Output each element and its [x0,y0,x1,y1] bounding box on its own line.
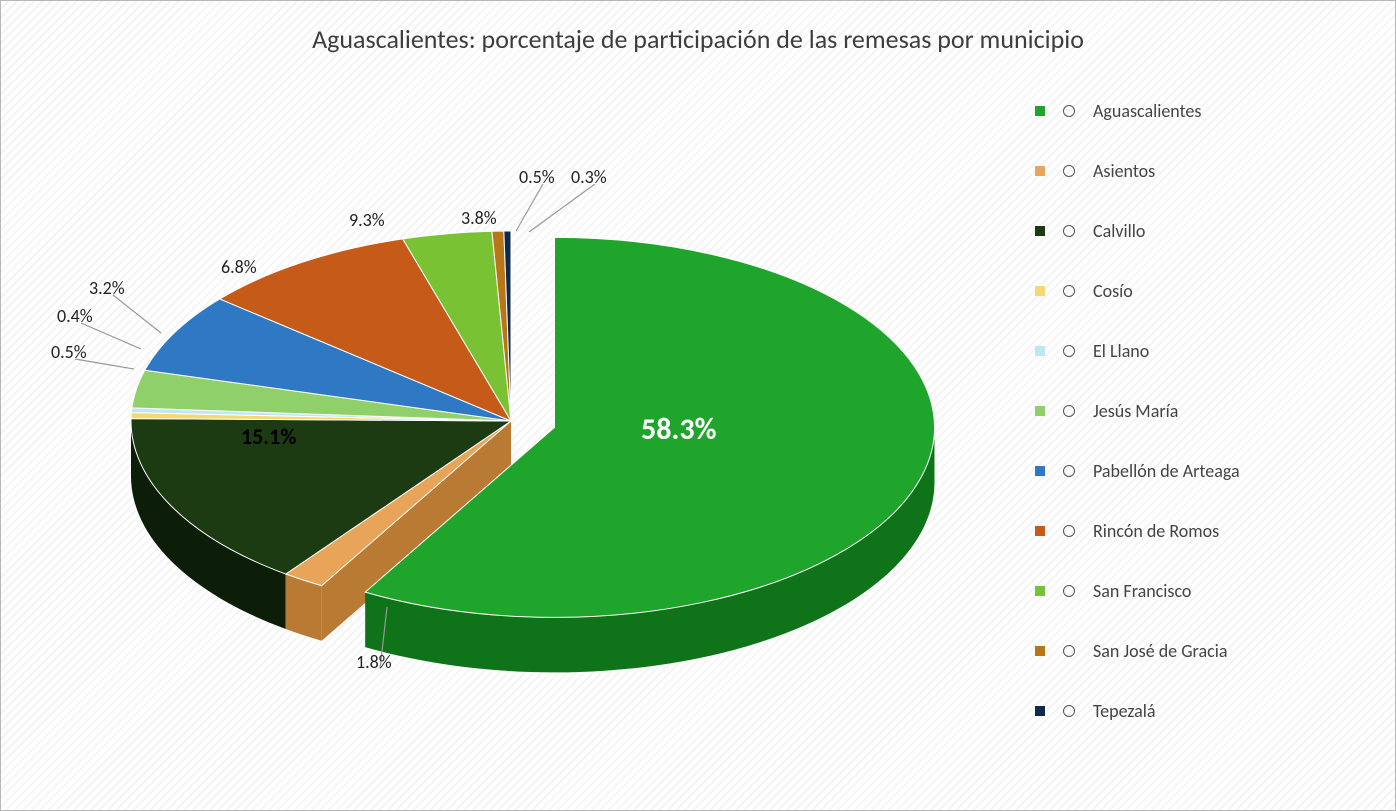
legend-item: Asientos [1035,141,1355,201]
legend-label: San José de Gracia [1093,640,1355,662]
bullet-icon [1063,645,1075,657]
legend-item: Rincón de Romos [1035,501,1355,561]
bullet-icon [1063,705,1075,717]
legend-label: Aguascalientes [1093,100,1355,122]
bullet-icon [1063,345,1075,357]
legend-label: El Llano [1093,340,1355,362]
legend-swatch [1035,706,1045,716]
legend-swatch [1035,586,1045,596]
legend-swatch [1035,106,1045,116]
value-label: 0.5% [519,166,555,188]
bullet-icon [1063,105,1075,117]
legend-swatch [1035,166,1045,176]
bullet-icon [1063,405,1075,417]
legend-item: Cosío [1035,261,1355,321]
legend-swatch [1035,346,1045,356]
value-label: 1.8% [356,651,392,673]
legend-label: Tepezalá [1093,700,1355,722]
value-label: 3.2% [89,277,125,299]
legend-item: Pabellón de Arteaga [1035,441,1355,501]
legend-label: San Francisco [1093,580,1355,602]
value-label: 0.5% [51,341,87,363]
value-label: 6.8% [221,256,257,278]
legend-swatch [1035,286,1045,296]
legend-swatch [1035,466,1045,476]
bullet-icon [1063,285,1075,297]
value-label: 58.3% [641,411,717,448]
bullet-icon [1063,465,1075,477]
pie-svg [71,121,951,741]
bullet-icon [1063,225,1075,237]
legend-label: Pabellón de Arteaga [1093,460,1355,482]
legend-item: Tepezalá [1035,681,1355,741]
chart-title: Aguascalientes: porcentaje de participac… [1,23,1395,55]
legend-item: El Llano [1035,321,1355,381]
bullet-icon [1063,165,1075,177]
legend-swatch [1035,406,1045,416]
legend-label: Asientos [1093,160,1355,182]
legend-label: Jesús María [1093,400,1355,422]
legend-swatch [1035,526,1045,536]
value-label: 0.4% [57,305,93,327]
value-label: 9.3% [349,209,385,231]
legend-item: Calvillo [1035,201,1355,261]
value-label: 3.8% [461,207,497,229]
legend-item: San Francisco [1035,561,1355,621]
legend-item: San José de Gracia [1035,621,1355,681]
legend-label: Rincón de Romos [1093,520,1355,542]
legend-label: Cosío [1093,280,1355,302]
legend-item: Aguascalientes [1035,81,1355,141]
value-label: 0.3% [571,166,607,188]
legend-swatch [1035,646,1045,656]
legend-item: Jesús María [1035,381,1355,441]
bullet-icon [1063,585,1075,597]
value-label: 15.1% [241,423,296,450]
legend: Aguascalientes Asientos Calvillo Cosío El Ll… [1035,81,1355,741]
bullet-icon [1063,525,1075,537]
pie-chart: 58.3%1.8%15.1%0.5%0.4%3.2%6.8%9.3%3.8%0.… [71,121,951,681]
legend-label: Calvillo [1093,220,1355,242]
legend-swatch [1035,226,1045,236]
